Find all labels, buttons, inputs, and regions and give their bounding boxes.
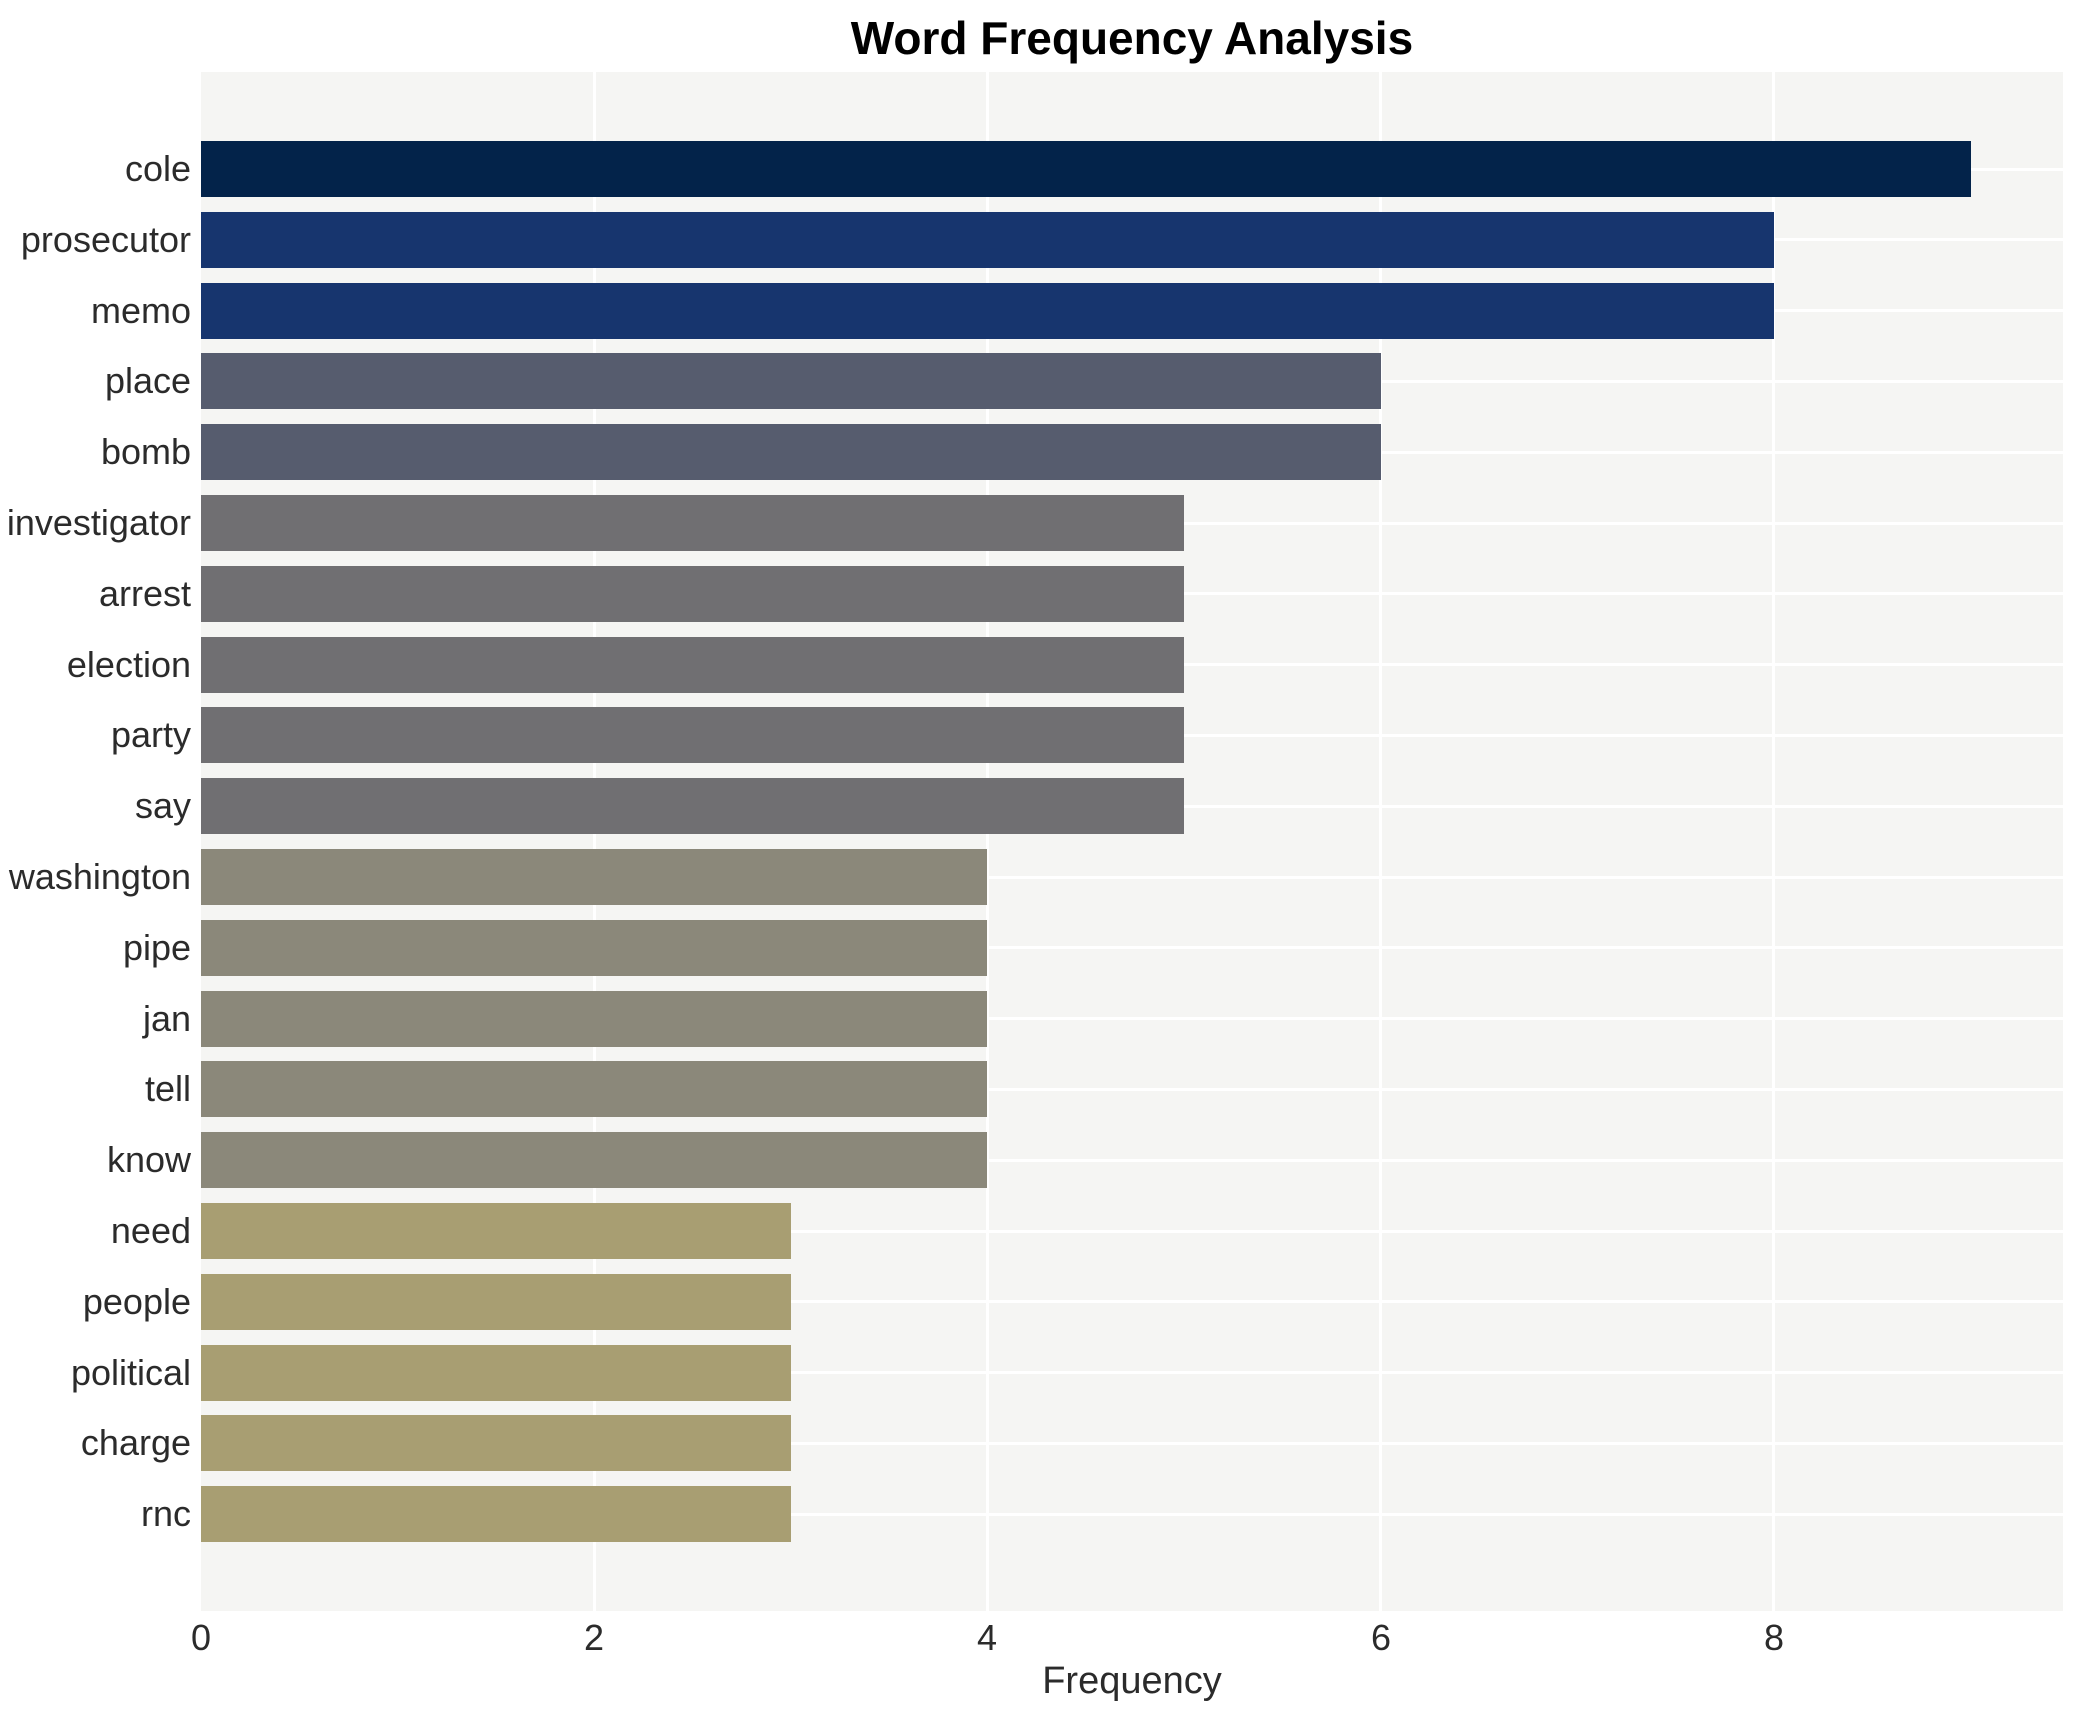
y-tick-label-investigator: investigator <box>6 502 191 543</box>
bar-prosecutor <box>201 212 1774 268</box>
bar-pipe <box>201 920 987 976</box>
y-tick-label-need: need <box>110 1210 191 1251</box>
y-tick-label-pipe: pipe <box>122 927 191 968</box>
y-tick-label-political: political <box>70 1352 191 1393</box>
plot-area <box>201 72 2063 1611</box>
bar-charge <box>201 1415 791 1471</box>
y-gridline <box>201 946 2063 949</box>
y-tick-label-charge: charge <box>80 1422 191 1463</box>
bar-place <box>201 353 1381 409</box>
y-gridline <box>201 1017 2063 1020</box>
y-tick-label-party: party <box>110 714 191 755</box>
y-gridline <box>201 1159 2063 1162</box>
bar-jan <box>201 991 987 1047</box>
bar-washington <box>201 849 987 905</box>
y-tick-label-say: say <box>134 785 191 826</box>
bar-party <box>201 707 1184 763</box>
x-tick-label-2: 2 <box>583 1617 605 1658</box>
x-tick-label-8: 8 <box>1763 1617 1785 1658</box>
y-tick-label-memo: memo <box>90 290 191 331</box>
x-tick-label-0: 0 <box>190 1617 212 1658</box>
y-tick-label-place: place <box>104 360 191 401</box>
bar-tell <box>201 1061 987 1117</box>
y-tick-label-arrest: arrest <box>98 573 191 614</box>
x-gridline <box>593 72 596 1611</box>
x-gridline <box>986 72 989 1611</box>
bar-people <box>201 1274 791 1330</box>
y-gridline <box>201 1513 2063 1516</box>
y-tick-label-rnc: rnc <box>140 1493 191 1534</box>
chart-title: Word Frequency Analysis <box>850 12 1414 64</box>
y-gridline <box>201 1442 2063 1445</box>
bar-bomb <box>201 424 1381 480</box>
x-axis-title: Frequency <box>1042 1660 1222 1702</box>
bar-arrest <box>201 566 1184 622</box>
y-tick-label-washington: washington <box>8 856 191 897</box>
x-tick-label-6: 6 <box>1370 1617 1392 1658</box>
y-gridline <box>201 1300 2063 1303</box>
bar-know <box>201 1132 987 1188</box>
y-gridline <box>201 876 2063 879</box>
y-tick-label-prosecutor: prosecutor <box>20 219 191 260</box>
y-gridline <box>201 1230 2063 1233</box>
y-tick-label-election: election <box>66 644 191 685</box>
bar-investigator <box>201 495 1184 551</box>
bar-memo <box>201 283 1774 339</box>
bar-election <box>201 637 1184 693</box>
y-tick-label-people: people <box>82 1281 191 1322</box>
bar-need <box>201 1203 791 1259</box>
bar-rnc <box>201 1486 791 1542</box>
bar-political <box>201 1345 791 1401</box>
bar-cole <box>201 141 1971 197</box>
x-gridline <box>1379 72 1382 1611</box>
y-tick-label-cole: cole <box>124 148 191 189</box>
y-tick-label-tell: tell <box>144 1068 191 1109</box>
y-tick-label-bomb: bomb <box>100 431 191 472</box>
y-tick-label-know: know <box>106 1139 191 1180</box>
bar-say <box>201 778 1184 834</box>
y-gridline <box>201 1088 2063 1091</box>
y-tick-label-jan: jan <box>142 998 191 1039</box>
x-tick-label-4: 4 <box>976 1617 998 1658</box>
y-gridline <box>201 1371 2063 1374</box>
x-gridline <box>1772 72 1775 1611</box>
